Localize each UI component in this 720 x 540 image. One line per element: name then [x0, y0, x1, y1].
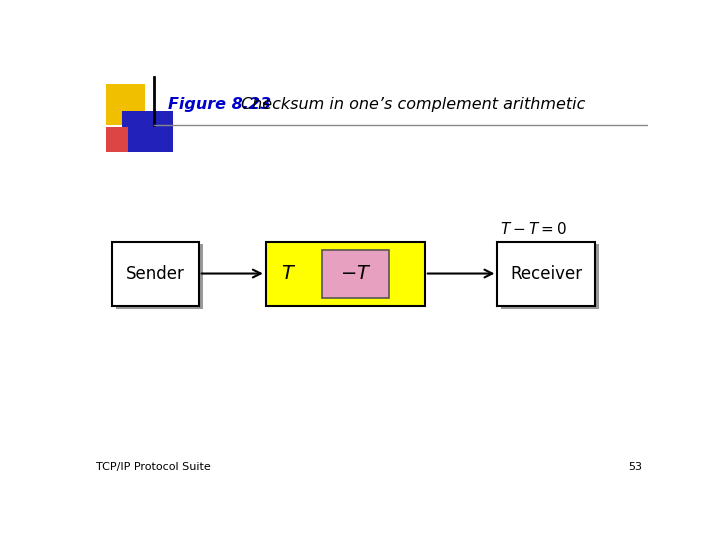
FancyBboxPatch shape — [501, 245, 599, 309]
Text: Receiver: Receiver — [510, 265, 582, 283]
FancyBboxPatch shape — [116, 245, 203, 309]
Text: Sender: Sender — [126, 265, 185, 283]
FancyBboxPatch shape — [122, 111, 173, 152]
Text: $-T$: $-T$ — [340, 264, 372, 283]
Text: Checksum in one’s complement arithmetic: Checksum in one’s complement arithmetic — [240, 97, 585, 112]
Text: $T - T = 0$: $T - T = 0$ — [500, 221, 567, 237]
FancyBboxPatch shape — [498, 241, 595, 306]
FancyBboxPatch shape — [112, 241, 199, 306]
Text: Figure 8.23: Figure 8.23 — [168, 97, 271, 112]
FancyBboxPatch shape — [266, 241, 425, 306]
FancyBboxPatch shape — [106, 127, 128, 152]
Text: TCP/IP Protocol Suite: TCP/IP Protocol Suite — [96, 462, 210, 472]
FancyBboxPatch shape — [106, 84, 145, 125]
Text: $T$: $T$ — [281, 264, 296, 283]
FancyBboxPatch shape — [322, 250, 389, 298]
Text: 53: 53 — [629, 462, 642, 472]
